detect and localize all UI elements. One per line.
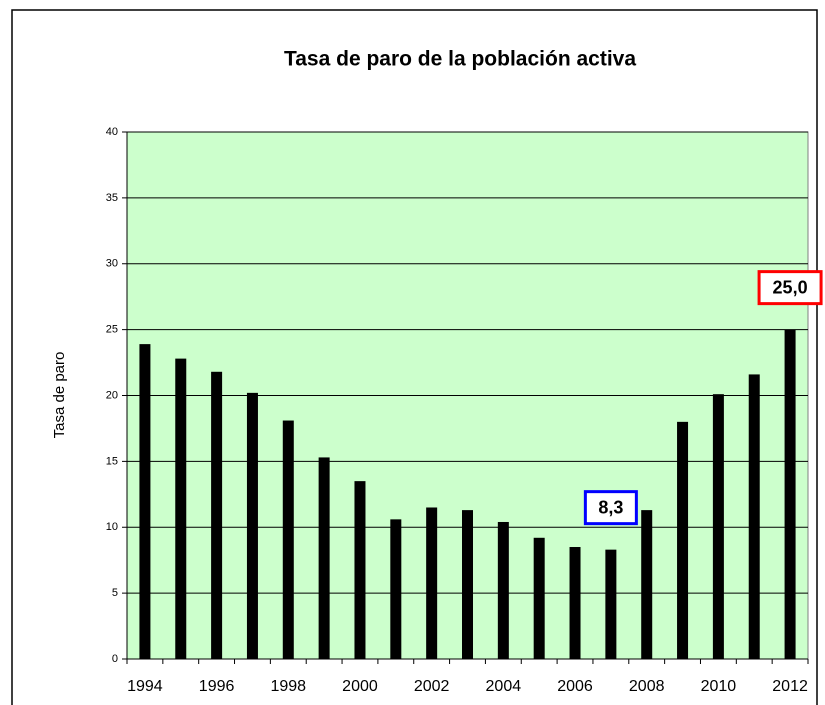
bar: [139, 344, 151, 659]
x-tick-label: 1994: [127, 678, 163, 695]
bar: [784, 329, 796, 659]
value-label: 25,0: [773, 277, 808, 297]
bar: [462, 510, 473, 659]
y-tick-label: 10: [106, 521, 118, 533]
value-label-box: [757, 270, 823, 306]
bar: [748, 374, 760, 659]
bar: [712, 394, 724, 659]
y-tick-label: 15: [106, 455, 118, 467]
x-tick-label: 2008: [629, 678, 665, 695]
x-tick-label: 2006: [557, 678, 593, 695]
x-tick-label: 2000: [342, 678, 378, 695]
y-tick-label: 30: [106, 258, 118, 270]
y-tick-label: 20: [106, 389, 118, 401]
bar: [318, 457, 330, 659]
chart-title: Tasa de paro de la población activa: [284, 48, 636, 71]
bar: [677, 421, 689, 659]
bar: [282, 420, 294, 659]
bar: [533, 537, 545, 659]
y-tick-label: 40: [106, 126, 118, 138]
y-tick-label: 35: [106, 192, 118, 204]
bar: [354, 481, 366, 659]
x-tick-label: 2002: [414, 678, 450, 695]
bar: [211, 371, 223, 659]
x-tick-label: 2012: [772, 678, 808, 695]
x-tick-label: 2010: [701, 678, 737, 695]
bar: [605, 549, 617, 659]
y-tick-label: 5: [112, 587, 118, 599]
bar: [569, 547, 581, 659]
bar: [175, 358, 187, 659]
value-label: 8,3: [598, 497, 623, 517]
frame: [11, 9, 818, 705]
bar: [426, 507, 438, 659]
bar: [497, 521, 509, 659]
bar: [641, 510, 653, 659]
x-tick-label: 1996: [199, 678, 235, 695]
x-tick-label: 1998: [270, 678, 306, 695]
y-tick-label: 25: [106, 324, 118, 336]
y-axis-label: Tasa de paro: [51, 352, 68, 439]
bar: [390, 519, 402, 659]
x-tick-label: 2004: [486, 678, 522, 695]
value-label-box: [583, 490, 638, 526]
y-tick-label: 0: [112, 653, 118, 665]
bar: [246, 392, 258, 659]
